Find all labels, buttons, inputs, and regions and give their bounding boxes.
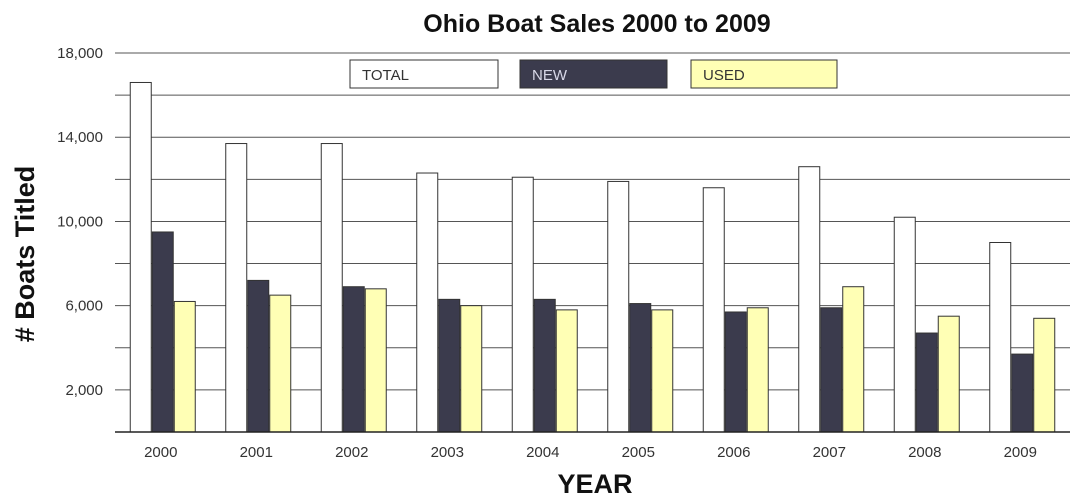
y-tick-label: 6,000 (65, 298, 103, 315)
bar-total-2005 (607, 180, 630, 433)
legend-label-total: TOTAL (362, 67, 409, 84)
bar-new-2006 (724, 311, 747, 433)
bar-new-2009 (1011, 353, 1034, 433)
bar-new-2007 (820, 307, 843, 433)
y-tick-label: 18,000 (57, 45, 103, 62)
y-tick-label: 2,000 (65, 382, 103, 399)
legend-swatch-used (690, 59, 838, 89)
x-tick-label: 2001 (240, 444, 273, 461)
y-tick-label: 10,000 (57, 213, 103, 230)
bar-used-2000 (173, 300, 196, 433)
chart-title: Ohio Boat Sales 2000 to 2009 (423, 10, 770, 38)
bar-new-2000 (151, 231, 174, 433)
bar-new-2003 (438, 298, 461, 433)
bars (129, 81, 1056, 433)
bar-total-2007 (798, 166, 821, 433)
x-axis-title: YEAR (557, 469, 632, 498)
bar-total-2000 (129, 81, 152, 433)
legend-label-new: NEW (532, 67, 568, 84)
x-tick-label: 2002 (335, 444, 368, 461)
bar-used-2007 (842, 286, 865, 433)
x-tick-label: 2003 (431, 444, 464, 461)
x-tick-label: 2006 (717, 444, 750, 461)
bar-total-2006 (702, 187, 725, 433)
legend: TOTAL NEW USED (349, 59, 838, 89)
bar-new-2002 (342, 286, 365, 433)
bar-used-2003 (460, 305, 483, 433)
y-axis-title: # Boats Titled (10, 166, 40, 343)
bar-used-2006 (746, 307, 769, 433)
legend-swatch-total (349, 59, 499, 89)
bar-used-2001 (269, 294, 292, 433)
x-tick-label: 2004 (526, 444, 559, 461)
bar-total-2003 (416, 172, 439, 433)
axes: 2,000 6,000 10,000 14,000 18,000 2000 2001 2002… (57, 45, 1070, 461)
y-tick-label: 14,000 (57, 129, 103, 146)
legend-swatch-new (519, 59, 668, 89)
x-tick-label: 2008 (908, 444, 941, 461)
x-tick-label: 2007 (813, 444, 846, 461)
bar-used-2002 (364, 288, 387, 433)
bar-total-2008 (893, 216, 916, 433)
bar-total-2009 (989, 242, 1012, 433)
bar-used-2009 (1033, 317, 1056, 433)
bar-new-2008 (915, 332, 938, 433)
bar-new-2004 (533, 298, 556, 433)
bar-total-2001 (225, 143, 248, 433)
x-tick-label: 2000 (144, 444, 177, 461)
bar-used-2005 (651, 309, 674, 433)
bar-total-2004 (511, 176, 534, 433)
x-tick-label: 2005 (622, 444, 655, 461)
x-tick-label: 2009 (1004, 444, 1037, 461)
bar-used-2004 (555, 309, 578, 433)
bar-total-2002 (320, 143, 343, 433)
bar-used-2008 (937, 315, 960, 433)
legend-label-used: USED (703, 67, 745, 84)
bar-new-2001 (247, 279, 270, 433)
bar-new-2005 (629, 303, 652, 433)
